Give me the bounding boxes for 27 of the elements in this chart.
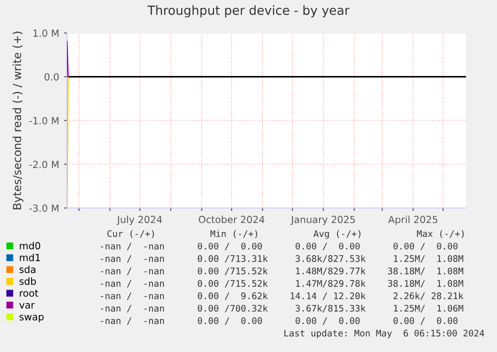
legend-label: md1 [20,254,40,262]
legend-label: swap [20,314,44,322]
text: Last update: Mon May 6 06:15:00 2024 [284,330,484,338]
x-tick-label: April 2025 [388,216,438,226]
x-tick-label: October 2024 [198,216,264,224]
y-tick-label: 1.0 M [33,29,58,37]
y-tick-label: -1.0 M [29,116,58,124]
text: -nan / -nan 0.00 /715.52k 1.47M/829.78k 38.18M/ 1.08M [100,280,464,288]
legend-label: md0 [20,242,40,250]
y-tick-label: -3.0 M [29,204,58,212]
legend-label: var [19,303,35,309]
text: -nan / -nan 0.00 /715.52k 1.48M/829.77k 38.18M/ 1.08M [100,267,464,276]
x-tick-label: January 2025 [290,216,355,226]
legend-label: root [20,290,38,297]
text: -nan / -nan 0.00 / 9.62k 14.14 / 12.20k 2.26k/ 28.21k [100,292,464,300]
y-tick-label: 0.0 [44,73,59,81]
text: -nan / -nan 0.00 /700.32k 3.67k/815.33k 1.25M/ 1.06M [100,304,464,312]
text: Cur (-/+) Min (-/+) Avg (-/+) Max (-/+) [107,230,464,239]
text: -nan / -nan 0.00 / 0.00 0.00 / 0.00 0.00 / 0.00 [100,242,458,250]
legend-label: sda [20,266,36,274]
text: -nan / -nan 0.00 /713.31k 3.68k/827.53k 1.25M/ 1.08M [100,254,464,263]
x-tick-label: July 2024 [116,216,162,226]
text: -nan / -nan 0.00 / 0.00 0.00 / 0.00 0.00 / 0.00 [100,317,458,325]
chart-title: Throughput per device - by year [147,5,350,18]
y-tick-label: -2.0 M [29,160,58,168]
legend-label: sdb [20,277,36,285]
y-axis-title: Bytes/second read (-) / write (+) [12,32,24,210]
